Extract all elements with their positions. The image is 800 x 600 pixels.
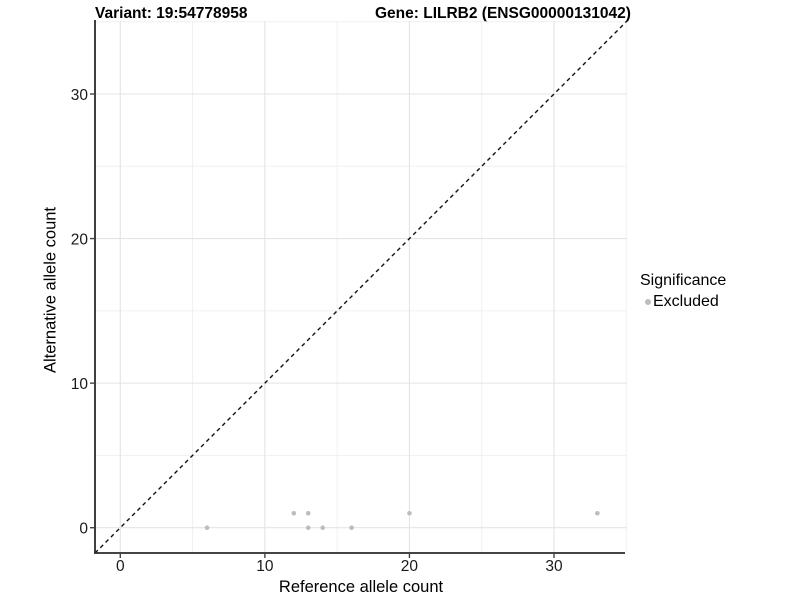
identity-dashed-line — [94, 20, 628, 554]
plot-title-variant: Variant: 19:54778958 — [95, 5, 248, 22]
legend-item: Excluded — [640, 292, 726, 311]
y-tick-label: 10 — [71, 376, 89, 393]
data-point — [291, 510, 297, 516]
data-point — [349, 525, 354, 531]
legend: Significance Excluded — [640, 271, 726, 311]
y-tick-label: 0 — [79, 521, 88, 538]
data-point — [595, 510, 600, 516]
y-tick-label: 30 — [71, 87, 89, 104]
y-axis-title: Alternative allele count — [41, 206, 60, 374]
y-tick-label: 20 — [71, 232, 89, 249]
legend-title: Significance — [640, 272, 727, 289]
data-point — [320, 525, 325, 531]
plot-title-gene: Gene: LILRB2 (ENSG00000131042) — [375, 5, 631, 22]
x-tick-label: 20 — [401, 558, 419, 575]
data-point — [407, 510, 412, 516]
x-tick-label: 30 — [545, 558, 563, 575]
data-point — [204, 525, 210, 531]
data-point — [305, 510, 311, 516]
data-point — [305, 525, 311, 531]
x-tick-label: 10 — [256, 558, 274, 575]
legend-item-label: Excluded — [653, 293, 719, 310]
x-axis-title: Reference allele count — [278, 578, 444, 596]
legend-key-dot-icon — [645, 298, 651, 305]
x-tick-label: 0 — [116, 558, 125, 575]
